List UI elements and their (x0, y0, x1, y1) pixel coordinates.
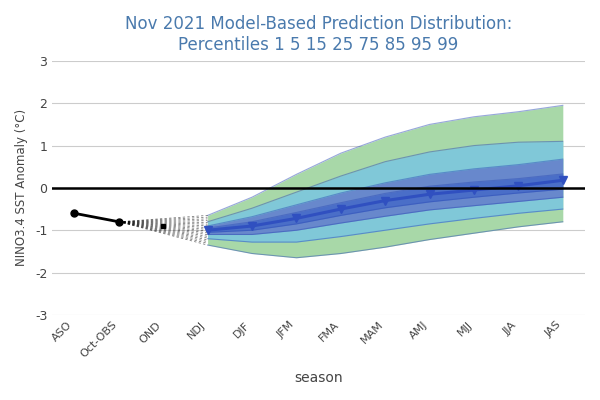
Y-axis label: NINO3.4 SST Anomaly (°C): NINO3.4 SST Anomaly (°C) (15, 109, 28, 266)
X-axis label: season: season (294, 371, 343, 385)
Title: Nov 2021 Model-Based Prediction Distribution:
Percentiles 1 5 15 25 75 85 95 99: Nov 2021 Model-Based Prediction Distribu… (125, 15, 512, 54)
